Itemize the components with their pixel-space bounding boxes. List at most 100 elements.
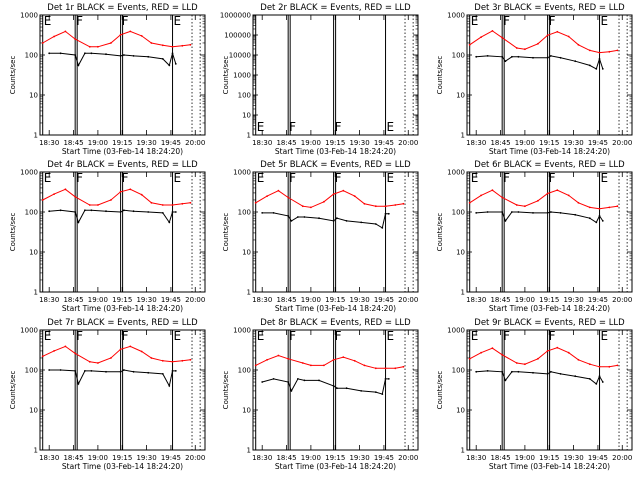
data-point (171, 45, 174, 48)
chart-title: Det 5r BLACK = Events, RED = LLD (260, 160, 411, 170)
x-tick-label: 19:30 (349, 139, 369, 147)
data-point (577, 358, 580, 361)
y-tick-label: 1000 (20, 12, 38, 20)
data-point (59, 369, 62, 371)
data-point (318, 217, 320, 220)
data-point (546, 212, 549, 214)
chart-panel: Det 7r BLACK = Events, RED = LLD 1 10 100 10… (9, 318, 206, 471)
x-tick-label: 19:30 (349, 296, 369, 304)
x-tick-label: 18:45 (63, 454, 83, 462)
data-point (90, 370, 93, 372)
data-point (511, 211, 513, 213)
data-point (181, 359, 184, 362)
y-tick-label: 100 (25, 209, 38, 217)
data-point (287, 196, 290, 199)
data-point (53, 35, 55, 38)
event-marker-label: E (387, 329, 395, 343)
event-marker-label: E (174, 171, 182, 185)
data-point (84, 52, 86, 55)
chart-panel: Det 9r BLACK = Events, RED = LLD 1 10 100 10… (436, 318, 633, 471)
y-axis-label: Counts/sec (436, 213, 444, 252)
x-tick-label: 19:30 (136, 139, 156, 147)
plot-frame (252, 14, 419, 136)
x-tick-label: 19:45 (374, 139, 394, 147)
x-tick-label: 19:30 (349, 454, 369, 462)
data-point (345, 387, 348, 390)
data-point (59, 209, 62, 212)
data-point (310, 364, 312, 367)
data-point (342, 356, 345, 358)
data-point (598, 51, 601, 54)
data-point (123, 369, 125, 371)
data-point (74, 54, 77, 56)
data-point (140, 193, 143, 196)
data-point (323, 200, 325, 203)
data-point (601, 220, 604, 222)
data-point (147, 55, 150, 58)
y-tick-label: 10 (456, 407, 465, 415)
data-point (546, 56, 549, 59)
data-point (598, 215, 601, 217)
y-tick-label: 100 (452, 367, 465, 375)
data-point (97, 45, 99, 48)
data-point (332, 358, 335, 361)
data-point (486, 211, 489, 213)
data-point (272, 212, 275, 214)
chart-panel: Det 6r BLACK = Events, RED = LLD 1 10 100 10… (436, 160, 633, 313)
data-point (504, 220, 507, 222)
data-point (559, 56, 562, 59)
x-tick-label: 19:45 (374, 454, 394, 462)
event-marker-label: E (174, 329, 182, 343)
data-point (332, 193, 335, 196)
data-point (318, 379, 320, 382)
data-point (574, 60, 577, 63)
x-tick-label: 18:30 (39, 296, 59, 304)
data-point (59, 52, 62, 55)
x-tick-label: 19:00 (88, 139, 108, 147)
data-point (171, 370, 174, 372)
x-axis-label: Start Time (03-Feb-14 18:24:20) (62, 462, 183, 471)
event-marker-label: F (503, 14, 510, 28)
x-axis-label: Start Time (03-Feb-14 18:24:20) (275, 147, 396, 156)
data-point (574, 213, 577, 216)
data-point (360, 221, 363, 224)
x-tick-label: 19:00 (301, 296, 321, 304)
y-tick-label: 1 (34, 447, 38, 455)
x-tick-label: 18:45 (490, 139, 510, 147)
data-point (480, 351, 482, 354)
data-point (161, 212, 164, 214)
y-tick-label: 10000 (229, 52, 251, 60)
y-tick-label: 1 (247, 447, 251, 455)
data-point (384, 367, 387, 370)
event-marker-label: E (471, 171, 479, 185)
data-point (74, 38, 77, 40)
data-point (394, 367, 397, 370)
data-point (77, 383, 80, 385)
x-axis-label: Start Time (03-Feb-14 18:24:20) (62, 304, 183, 313)
data-point (567, 351, 570, 354)
data-point (475, 212, 478, 214)
data-point (556, 189, 559, 192)
data-point (303, 216, 306, 218)
y-tick-label: 1 (247, 289, 251, 297)
y-tick-label: 100 (238, 367, 251, 375)
y-tick-label: 1000 (233, 169, 251, 177)
y-tick-label: 100 (25, 367, 38, 375)
data-point (342, 189, 345, 192)
data-point (132, 55, 135, 57)
data-point (129, 30, 132, 33)
data-point (132, 370, 135, 373)
x-tick-label: 19:00 (515, 139, 535, 147)
data-point (119, 348, 122, 351)
x-tick-label: 19:30 (563, 296, 583, 304)
data-point (574, 375, 577, 378)
data-point (537, 42, 539, 45)
data-point (598, 375, 601, 378)
data-point (53, 193, 55, 196)
plot-frame (252, 329, 419, 451)
data-point (546, 373, 549, 375)
y-tick-label: 10 (242, 407, 251, 415)
data-point (168, 221, 171, 224)
data-point (74, 211, 77, 213)
data-point (537, 199, 539, 202)
